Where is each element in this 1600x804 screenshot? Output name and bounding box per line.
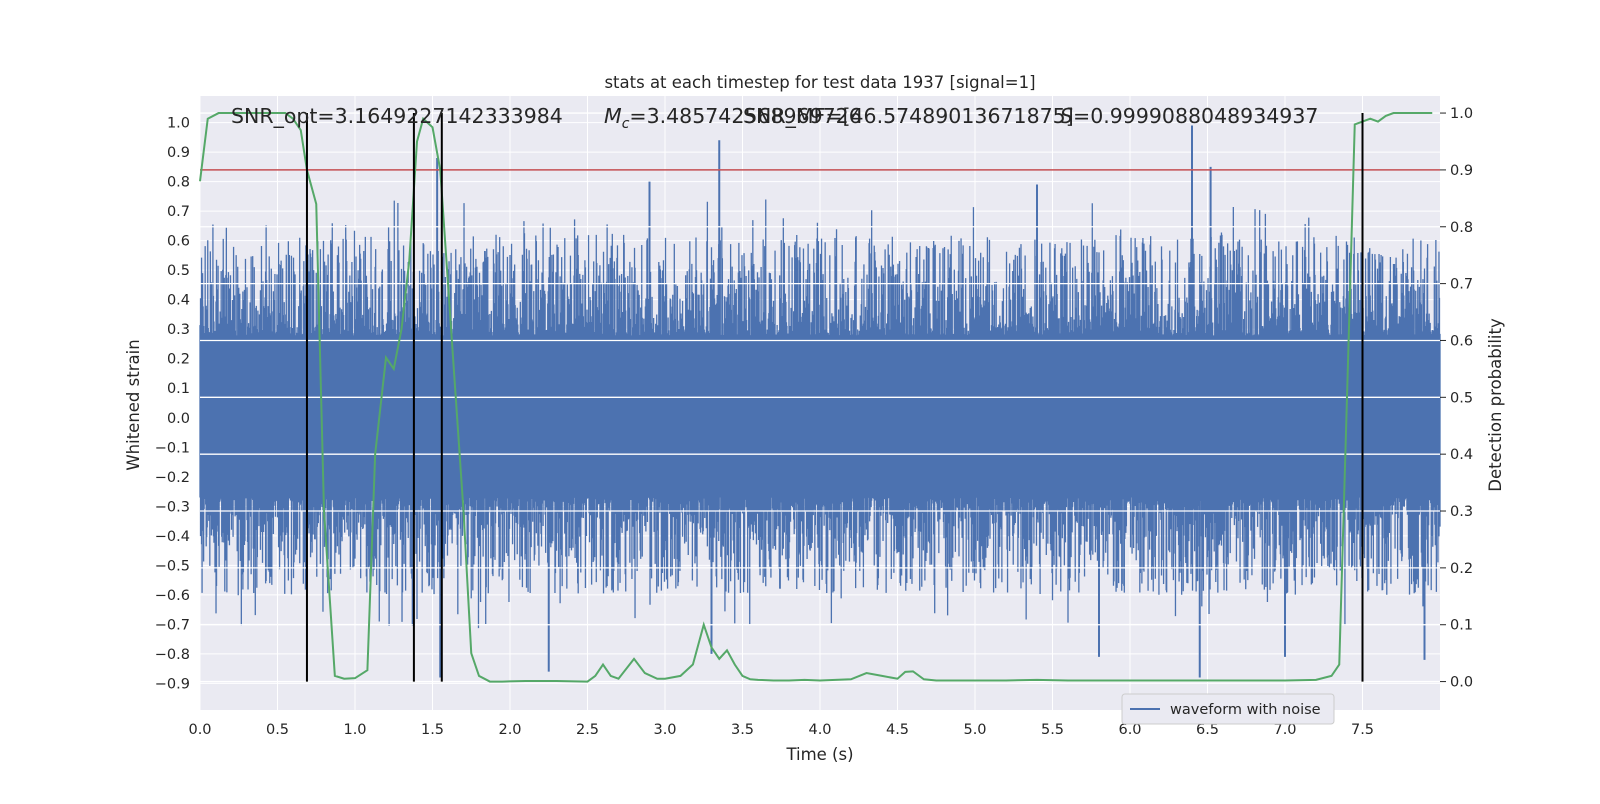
y-tick-label: 0.6 — [167, 234, 190, 250]
x-tick-label: 6.5 — [1196, 722, 1219, 738]
x-tick-label: 2.5 — [576, 722, 599, 738]
y-axis-label: Whitened strain — [124, 339, 143, 470]
x-tick-label: 0.5 — [266, 722, 289, 738]
probability-series — [199, 112, 1433, 683]
y-tick-label: 0.8 — [167, 175, 190, 191]
right-y-tick-label: 0.0 — [1450, 675, 1473, 691]
y-tick-label: 1.0 — [167, 116, 190, 132]
chart-title: stats at each timestep for test data 193… — [604, 73, 1035, 92]
x-axis-label: Time (s) — [785, 745, 853, 764]
x-tick-label: 3.5 — [731, 722, 754, 738]
x-tick-label: 5.0 — [963, 722, 986, 738]
right-y-tick-label: 1.0 — [1450, 106, 1473, 122]
mc-symbol: M — [604, 104, 622, 128]
chirp-mass-annotation: Mc=3.485742568969726 — [604, 104, 862, 132]
y-tick-label: −0.2 — [155, 470, 190, 486]
x-tick-label: 2.0 — [498, 722, 521, 738]
s-symbol: S — [1060, 104, 1073, 128]
x-tick-label: 5.5 — [1041, 722, 1064, 738]
y-tick-label: −0.7 — [155, 617, 190, 633]
y-tick-label: −0.6 — [155, 588, 190, 604]
x-tick-label: 1.5 — [421, 722, 444, 738]
y-tick-label: 0.4 — [167, 293, 190, 309]
waveform-series — [199, 125, 1441, 678]
mc-value: =3.485742568969726 — [629, 104, 861, 128]
y-tick-label: 0.1 — [167, 381, 190, 397]
right-y-tick-label: 0.5 — [1450, 390, 1473, 406]
y-tick-label: −0.5 — [155, 558, 190, 574]
y-tick-label: 0.2 — [167, 352, 190, 368]
y-tick-label: −0.9 — [155, 676, 190, 692]
x-tick-label: 7.5 — [1351, 722, 1374, 738]
x-tick-label: 1.0 — [343, 722, 366, 738]
right-y-axis-label: Detection probability — [1486, 318, 1505, 492]
y-tick-label: 0.5 — [167, 263, 190, 279]
y-tick-label: −0.4 — [155, 529, 190, 545]
legend-box — [1121, 693, 1335, 725]
x-tick-label: 0.0 — [188, 722, 211, 738]
y-tick-label: −0.1 — [155, 440, 190, 456]
legend-label: waveform with noise — [1170, 702, 1321, 718]
snr-mf-annotation: SNR_MF=[46.57489013671875] — [743, 104, 1074, 129]
y-tick-label: 0.7 — [167, 204, 190, 220]
legend: waveform with noise — [1121, 693, 1335, 725]
x-tick-label: 7.0 — [1273, 722, 1296, 738]
x-tick-labels: 0.0 0.5 1.0 1.5 2.0 2.5 3.0 3.5 4.0 4.5 5.0 5.5 6.0 6… — [188, 722, 1374, 738]
y-tick-label: −0.3 — [155, 499, 190, 515]
y-tick-labels: 1.0 0.9 0.8 0.7 0.6 0.5 0.4 0.3 0.2 0.1 0.0 −0.1 −0.… — [155, 116, 190, 693]
y-tick-label: 0.3 — [167, 322, 190, 338]
snr-opt-annotation: SNR_opt=3.1649227142333984 — [231, 104, 563, 129]
right-y-tick-label: 0.2 — [1450, 561, 1473, 577]
y-tick-label: 0.0 — [167, 411, 190, 427]
s-value: =0.9999088048934937 — [1073, 104, 1318, 128]
right-y-tick-label: 0.1 — [1450, 618, 1473, 634]
right-y-tick-label: 0.8 — [1450, 220, 1473, 236]
x-tick-label: 6.0 — [1118, 722, 1141, 738]
right-y-tick-labels: 1.0 0.9 0.8 0.7 0.6 0.5 0.4 0.3 0.2 0.1 0.0 — [1450, 106, 1473, 691]
waveform-trace — [199, 199, 1441, 629]
vertical-markers — [305, 113, 1364, 682]
right-y-tick-label: 0.9 — [1450, 163, 1473, 179]
right-y-tick-label: 0.3 — [1450, 504, 1473, 520]
mc-subscript: c — [622, 116, 630, 132]
x-tick-label: 4.0 — [808, 722, 831, 738]
right-y-tick-label: 0.6 — [1450, 333, 1473, 349]
s-annotation: S=0.9999088048934937 — [1060, 104, 1318, 128]
y-tick-label: 0.9 — [167, 145, 190, 161]
right-y-tick-label: 0.7 — [1450, 277, 1473, 293]
y-tick-label: −0.8 — [155, 647, 190, 663]
right-y-tick-label: 0.4 — [1450, 447, 1473, 463]
x-tick-label: 4.5 — [886, 722, 909, 738]
x-tick-label: 3.0 — [653, 722, 676, 738]
